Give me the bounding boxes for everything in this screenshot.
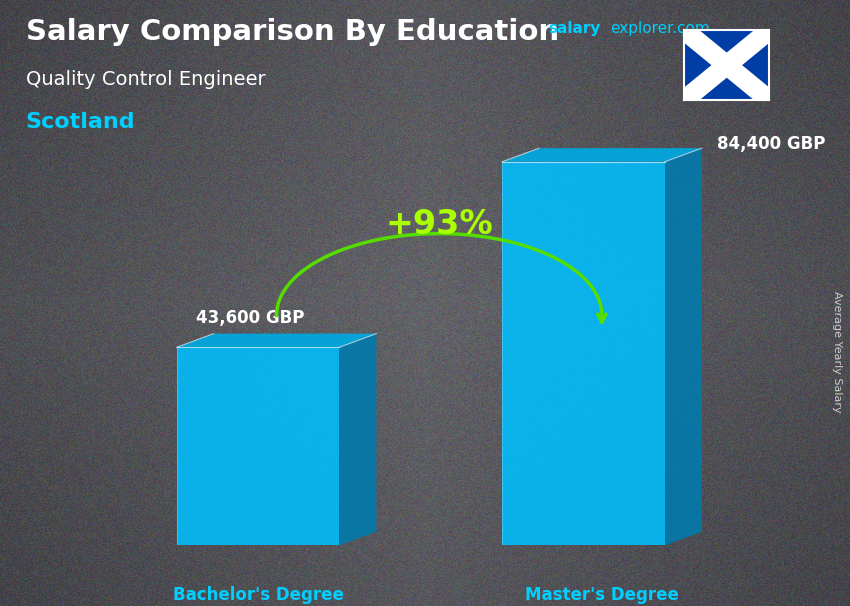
Text: Scotland: Scotland (26, 112, 135, 132)
Polygon shape (502, 162, 665, 545)
Polygon shape (339, 333, 377, 545)
Text: 43,600 GBP: 43,600 GBP (196, 309, 305, 327)
Polygon shape (665, 148, 702, 545)
Polygon shape (177, 333, 377, 347)
Text: Salary Comparison By Education: Salary Comparison By Education (26, 18, 558, 46)
Text: Average Yearly Salary: Average Yearly Salary (832, 291, 842, 412)
Text: Master's Degree: Master's Degree (525, 587, 679, 604)
Text: 84,400 GBP: 84,400 GBP (717, 135, 824, 153)
Text: Bachelor's Degree: Bachelor's Degree (173, 587, 343, 604)
Text: salary: salary (548, 21, 601, 36)
Text: explorer.com: explorer.com (610, 21, 710, 36)
Polygon shape (502, 148, 702, 162)
Polygon shape (177, 347, 339, 545)
Text: +93%: +93% (385, 208, 493, 241)
Text: Quality Control Engineer: Quality Control Engineer (26, 70, 265, 88)
